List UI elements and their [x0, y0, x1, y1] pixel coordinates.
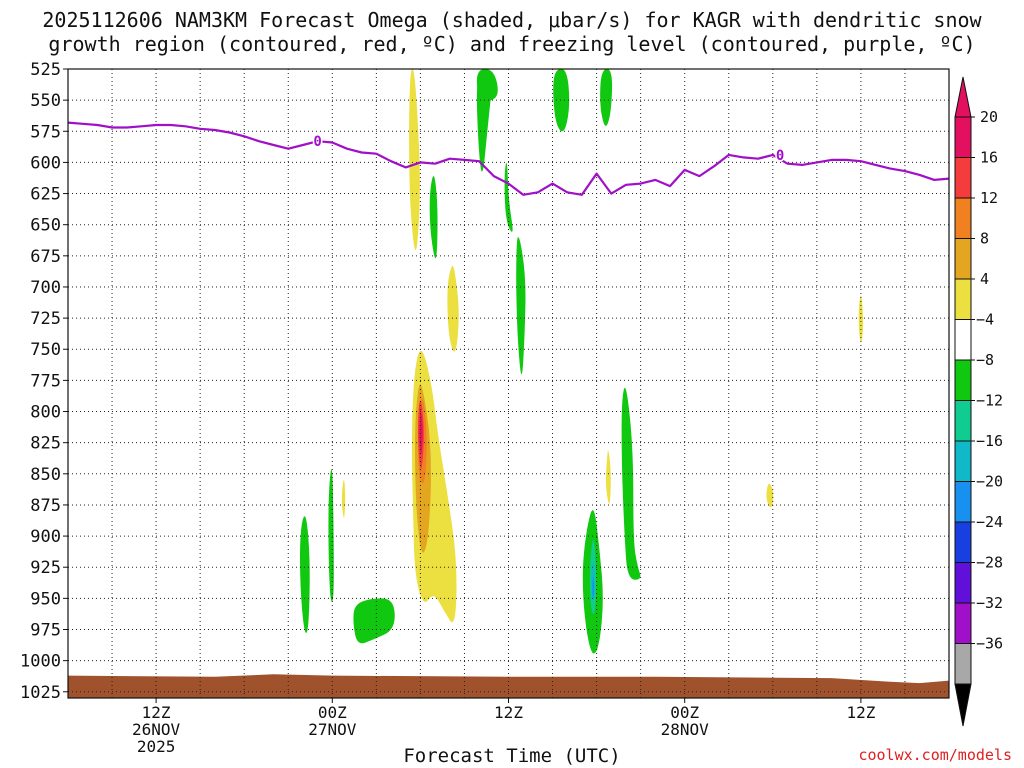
omega-feature-23: [605, 450, 611, 504]
y-tick-label-1000: 1000: [20, 652, 61, 672]
omega-feature-15: [300, 516, 310, 633]
omega-feature-25: [858, 295, 864, 343]
omega-feature-26: [766, 483, 774, 508]
y-tick-label-800: 800: [30, 403, 61, 423]
y-tick-label-850: 850: [30, 465, 61, 485]
colorbar-label-2: 16: [980, 149, 998, 167]
colorbar-label-8: −12: [976, 392, 1003, 410]
y-tick-label-675: 675: [30, 247, 61, 267]
y-tick-label-700: 700: [30, 278, 61, 298]
x-tick-label-6-1: 26NOV: [132, 720, 181, 739]
colorbar-label-11: −24: [976, 513, 1003, 531]
omega-feature-4: [553, 69, 570, 132]
omega-feature-6: [429, 176, 438, 259]
colorbar-label-12: −28: [976, 554, 1003, 572]
colorbar-swatch-1: [954, 116, 972, 158]
credit-label[interactable]: coolwx.com/models: [858, 746, 1012, 764]
y-tick-label-625: 625: [30, 185, 61, 205]
colorbar-swatch-2: [954, 157, 972, 199]
omega-feature-17: [341, 480, 346, 518]
freezing-level-line: [67, 121, 950, 196]
x-tick-label-42-0: 00Z: [670, 703, 699, 722]
colorbar-swatch-14: [954, 643, 972, 685]
colorbar-swatch-3: [954, 197, 972, 239]
freezing-level-label-2: 0: [776, 148, 784, 164]
grid-layer: [68, 69, 949, 698]
y-tick-label-600: 600: [30, 153, 61, 173]
y-tick-label-1025: 1025: [20, 683, 61, 703]
x-tick-label-18-0: 00Z: [318, 703, 347, 722]
x-tick-label-18-1: 27NOV: [308, 720, 357, 739]
freezing-level-label-1: 0: [313, 134, 321, 150]
colorbar-swatch-12: [954, 562, 972, 604]
y-tick-label-900: 900: [30, 527, 61, 547]
y-axis: 525 550 575 600 625 650 675 700 725 750 775 800 825 8…: [20, 60, 68, 703]
colorbar-swatch-8: [954, 400, 972, 442]
x-tick-label-30-0: 12Z: [494, 703, 523, 722]
colorbar-label-9: −16: [976, 432, 1003, 450]
colorbar-bottom-arrow: [954, 683, 972, 727]
y-tick-label-750: 750: [30, 340, 61, 360]
x-tick-label-42-1: 28NOV: [661, 720, 710, 739]
y-tick-label-525: 525: [30, 60, 61, 80]
x-tick-label-54-0: 12Z: [846, 703, 875, 722]
chart-title-line2: growth region (contoured, red, ºC) and f…: [48, 32, 976, 56]
colorbar-label-5: 4: [980, 270, 989, 288]
omega-feature-14: [419, 412, 423, 455]
omega-feature-16: [328, 469, 334, 602]
y-tick-label-925: 925: [30, 558, 61, 578]
colorbar-label-6: −4: [976, 311, 994, 329]
colorbar: 20 16 12 8 4 −4 −8 −12 −16 −20 −24 −28 −32 −36: [954, 76, 1003, 727]
chart-title-line1: 2025112606 NAM3KM Forecast Omega (shaded…: [42, 8, 982, 32]
omega-feature-3: [476, 69, 498, 102]
x-tick-label-6-2: 2025: [137, 737, 176, 756]
colorbar-label-13: −32: [976, 594, 1003, 612]
colorbar-swatch-6: [954, 319, 972, 361]
omega-feature-22: [592, 577, 595, 599]
colorbar-swatch-10: [954, 481, 972, 523]
colorbar-top-arrow: [954, 76, 972, 118]
x-tick-label-6-0: 12Z: [142, 703, 171, 722]
colorbar-label-14: −36: [976, 635, 1003, 653]
omega-feature-7: [447, 265, 459, 352]
colorbar-label-4: 8: [980, 230, 989, 248]
omega-feature-1: [409, 69, 420, 251]
y-tick-label-775: 775: [30, 371, 61, 391]
colorbar-label-10: −20: [976, 473, 1003, 491]
omega-feature-24: [621, 387, 641, 580]
colorbar-swatch-11: [954, 521, 972, 563]
colorbar-label-7: −8: [976, 351, 994, 369]
y-tick-label-650: 650: [30, 216, 61, 236]
colorbar-label-1: 20: [980, 108, 998, 126]
y-tick-label-575: 575: [30, 122, 61, 142]
omega-feature-9: [516, 237, 526, 375]
y-tick-label-950: 950: [30, 589, 61, 609]
colorbar-swatch-9: [954, 440, 972, 482]
omega-feature-5: [600, 69, 613, 126]
y-tick-label-550: 550: [30, 91, 61, 111]
y-tick-label-875: 875: [30, 496, 61, 516]
colorbar-swatch-7: [954, 359, 972, 401]
y-tick-label-825: 825: [30, 434, 61, 454]
y-tick-label-725: 725: [30, 309, 61, 329]
omega-shading-layer: [300, 69, 864, 654]
y-tick-label-975: 975: [30, 620, 61, 640]
x-axis-title: Forecast Time (UTC): [403, 745, 621, 767]
freezing-level-layer: 00: [67, 121, 950, 196]
colorbar-swatch-5: [954, 278, 972, 320]
omega-feature-18: [353, 598, 395, 644]
colorbar-swatch-4: [954, 238, 972, 280]
colorbar-label-3: 12: [980, 189, 998, 207]
colorbar-swatch-13: [954, 602, 972, 644]
